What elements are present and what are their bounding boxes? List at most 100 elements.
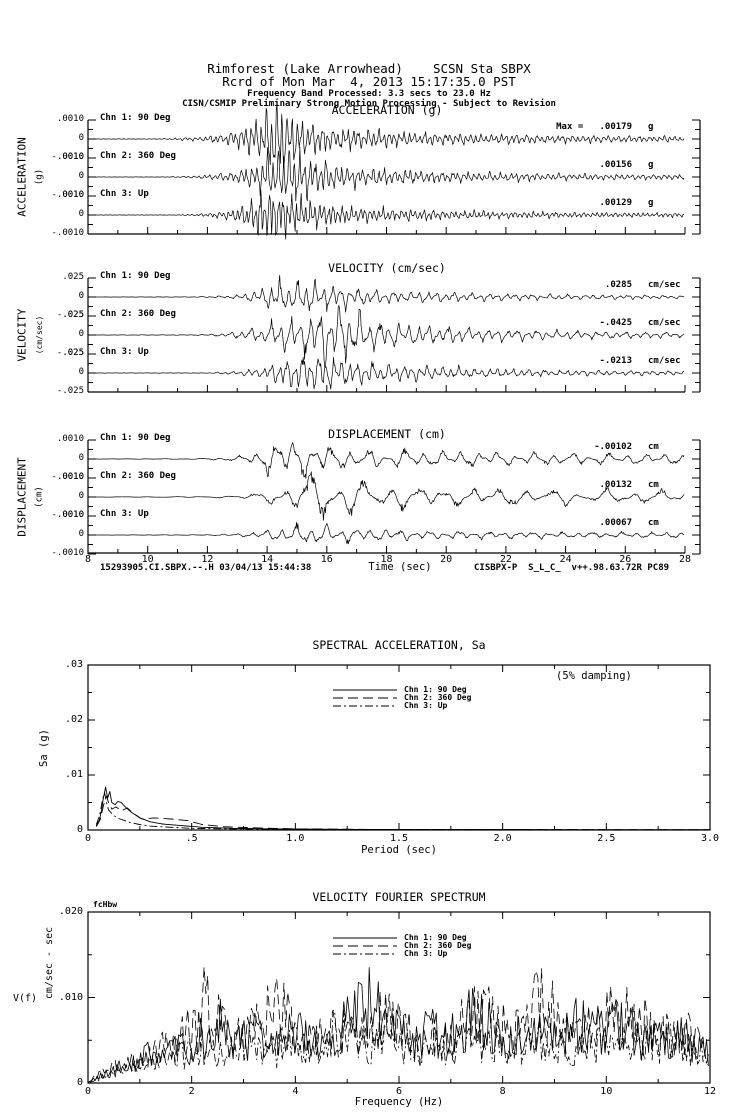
channel-label: Chn 2: 360 Deg xyxy=(100,151,176,161)
channel-label: Chn 3: Up xyxy=(100,509,149,519)
ytick-label: .0010 xyxy=(56,472,84,482)
peak-unit-label: g xyxy=(648,122,654,132)
fourier-ylabel-units: cm/sec - sec xyxy=(44,926,55,1000)
legend-label: Chn 1: 90 Deg xyxy=(404,685,467,694)
peak-value-label: .00132 xyxy=(599,480,632,490)
ytick-label: 0 xyxy=(78,529,84,539)
xtick-label: 1.0 xyxy=(286,833,305,844)
ytick-label: 0 xyxy=(78,291,84,301)
xtick-label: 1.5 xyxy=(389,833,409,844)
station-title: Rimforest (Lake Arrowhead) SCSN Sta SBPX xyxy=(207,61,531,76)
channel-label: Chn 2: 360 Deg xyxy=(100,309,176,319)
ytick-label: .02 xyxy=(64,714,83,725)
time-tick-label: 18 xyxy=(380,554,393,565)
ytick-label: 0 xyxy=(78,329,84,339)
ytick-label: -.0010 xyxy=(51,152,84,162)
xtick-label: 0 xyxy=(84,833,92,844)
velocity-axis-label: VELOCITY xyxy=(15,308,29,362)
fourier-xlabel: Frequency (Hz) xyxy=(354,1096,444,1108)
frequency-band-note: Frequency Band Processed: 3.3 secs to 23… xyxy=(247,89,491,99)
ytick-label: .03 xyxy=(64,659,83,670)
ytick-label: 0 xyxy=(78,209,84,219)
xtick-label: 2.0 xyxy=(493,833,512,844)
xtick-label: 2.5 xyxy=(597,833,616,844)
time-tick-label: 22 xyxy=(499,554,512,565)
time-tick-label: 24 xyxy=(559,554,572,565)
channel-label: Chn 2: 360 Deg xyxy=(100,471,176,481)
acceleration-axis-unit: (g) xyxy=(34,168,45,186)
peak-unit-label: cm/sec xyxy=(648,356,681,366)
ytick-label: 0 xyxy=(76,1077,83,1088)
filter-corner-marker: fcHbw xyxy=(93,900,118,909)
peak-value-label: -.0425 xyxy=(599,318,632,328)
ytick-label: .010 xyxy=(58,991,83,1003)
damping-annotation: (5% damping) xyxy=(556,670,632,682)
ytick-label: 0 xyxy=(76,824,83,835)
peak-value-label: .00067 xyxy=(599,518,632,528)
velocity-axis-unit: (cm/sec) xyxy=(35,315,44,355)
legend-label: Chn 3: Up xyxy=(404,949,448,958)
fourier-ylabel: V(f) xyxy=(13,993,38,1004)
ytick-label: .025 xyxy=(62,272,84,282)
peak-unit-label: cm xyxy=(648,442,659,452)
displacement-axis-unit: (cm) xyxy=(34,486,45,508)
peak-value-label: -.00102 xyxy=(594,442,632,452)
xtick-label: 4 xyxy=(292,1086,299,1097)
time-tick-label: 28 xyxy=(678,554,692,565)
ytick-label: 0 xyxy=(78,453,84,463)
peak-value-label: -.0213 xyxy=(599,356,632,366)
displacement-axis-label: DISPLACEMENT xyxy=(15,457,29,537)
ytick-label: .0010 xyxy=(56,152,84,162)
ytick-label: .0010 xyxy=(56,434,84,444)
acceleration-title: ACCELERATION (g) xyxy=(331,103,443,117)
peak-unit-label: cm xyxy=(648,518,659,528)
ytick-label: -.0010 xyxy=(51,472,84,482)
peak-unit-label: cm xyxy=(648,480,659,490)
ytick-label: -.0010 xyxy=(51,190,84,200)
peak-unit-label: g xyxy=(648,198,654,208)
peak-unit-label: cm/sec xyxy=(648,318,681,328)
sa-xlabel: Period (sec) xyxy=(361,844,437,856)
time-tick-label: 20 xyxy=(440,554,453,565)
ytick-label: -.025 xyxy=(56,386,84,396)
processing-note: CISN/CSMIP Preliminary Strong Motion Pro… xyxy=(182,99,556,109)
ytick-label: .0010 xyxy=(56,510,84,520)
channel-label: Chn 1: 90 Deg xyxy=(100,113,171,123)
peak-value-label: Max = .00179 xyxy=(556,122,632,132)
xtick-label: 2 xyxy=(188,1086,195,1097)
time-tick-label: 14 xyxy=(261,554,274,565)
record-id-footer: 15293905.CI.SBPX.--.H 03/04/13 15:44:38 xyxy=(100,563,312,573)
xtick-label: 10 xyxy=(600,1086,613,1097)
peak-value-label: .00129 xyxy=(599,198,632,208)
legend-label: Chn 3: Up xyxy=(404,701,448,710)
peak-value-label: .0285 xyxy=(604,280,632,290)
ytick-label: 0 xyxy=(78,491,84,501)
velocity-title: VELOCITY (cm/sec) xyxy=(328,261,446,275)
xtick-label: 0 xyxy=(84,1086,92,1097)
sa-ylabel: Sa (g) xyxy=(37,729,50,767)
ytick-label: .025 xyxy=(62,348,84,358)
displacement-title: DISPLACEMENT (cm) xyxy=(328,427,446,441)
ytick-label: -.025 xyxy=(56,310,84,320)
ytick-label: -.0010 xyxy=(51,548,84,558)
ytick-label: -.025 xyxy=(56,348,84,358)
ytick-label: .01 xyxy=(64,769,83,780)
time-tick-label: 26 xyxy=(619,554,632,565)
peak-unit-label: cm/sec xyxy=(648,280,681,290)
ytick-label: 0 xyxy=(78,367,84,377)
time-axis-label: Time (sec) xyxy=(368,561,432,573)
ytick-label: .020 xyxy=(58,906,83,917)
legend-label: Chn 2: 360 Deg xyxy=(404,941,472,950)
acceleration-axis-label: ACCELERATION xyxy=(15,137,29,217)
xtick-label: 8 xyxy=(499,1086,506,1097)
xtick-label: 6 xyxy=(395,1086,403,1097)
processing-version-footer: CISBPX-P S_L_C_ v++.98.63.72R PC89 xyxy=(474,563,670,573)
xtick-label: 3.0 xyxy=(700,833,720,844)
ytick-label: -.0010 xyxy=(51,510,84,520)
channel-label: Chn 3: Up xyxy=(100,189,149,199)
ytick-label: -.0010 xyxy=(51,228,84,238)
channel-label: Chn 1: 90 Deg xyxy=(100,433,171,443)
legend-label: Chn 1: 90 Deg xyxy=(404,933,467,942)
